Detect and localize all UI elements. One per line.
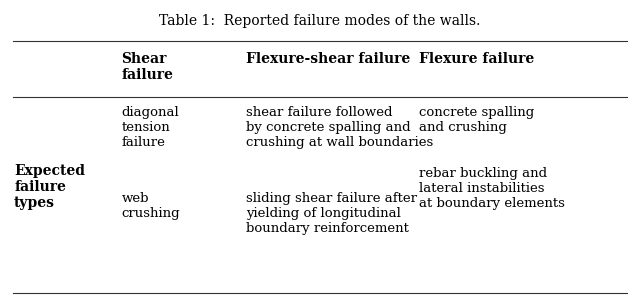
Text: Flexure failure: Flexure failure: [419, 52, 534, 66]
Text: Flexure-shear failure: Flexure-shear failure: [246, 52, 411, 66]
Text: shear failure followed
by concrete spalling and
crushing at wall boundaries: shear failure followed by concrete spall…: [246, 106, 434, 149]
Text: concrete spalling
and crushing: concrete spalling and crushing: [419, 106, 534, 134]
Text: sliding shear failure after
yielding of longitudinal
boundary reinforcement: sliding shear failure after yielding of …: [246, 192, 417, 235]
Text: rebar buckling and
lateral instabilities
at boundary elements: rebar buckling and lateral instabilities…: [419, 167, 565, 210]
Text: Table 1:  Reported failure modes of the walls.: Table 1: Reported failure modes of the w…: [159, 14, 481, 28]
Text: Shear
failure: Shear failure: [122, 52, 173, 82]
Text: web
crushing: web crushing: [122, 192, 180, 220]
Text: Expected
failure
types: Expected failure types: [14, 164, 85, 211]
Text: diagonal
tension
failure: diagonal tension failure: [122, 106, 179, 149]
